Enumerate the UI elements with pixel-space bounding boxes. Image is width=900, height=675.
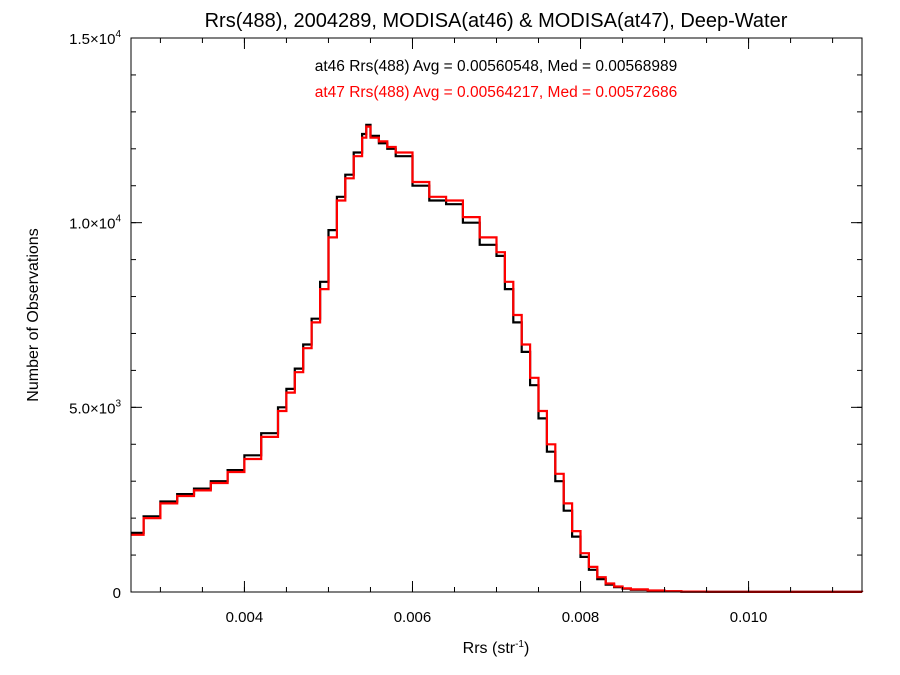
- y-tick-label-2: 1.0×104: [69, 214, 121, 233]
- y-axis-label: Number of Observations: [25, 228, 42, 401]
- x-axis-label: Rrs (str-1): [463, 639, 530, 657]
- x-tick-label-3: 0.010: [730, 609, 768, 626]
- series-1-line: [131, 125, 864, 593]
- y-tick-label-1: 5.0×103: [69, 398, 121, 417]
- plot-frame: [130, 37, 863, 593]
- x-tick-label-1: 0.006: [394, 609, 432, 626]
- plot-area: 0.004 0.006 0.008 0.010 0 5.0×103 1.0×104 1.5×1…: [69, 29, 864, 626]
- y-tick-label-0: 0: [113, 585, 121, 602]
- annotation-at46: at46 Rrs(488) Avg = 0.00560548, Med = 0.…: [315, 58, 678, 75]
- x-tick-label-0: 0.004: [226, 609, 264, 626]
- series-0-line: [131, 123, 864, 593]
- x-tick-label-2: 0.008: [562, 609, 600, 626]
- annotation-at47: at47 Rrs(488) Avg = 0.00564217, Med = 0.…: [315, 84, 678, 101]
- y-tick-label-3: 1.5×104: [69, 29, 121, 48]
- chart-title: Rrs(488), 2004289, MODISA(at46) & MODISA…: [205, 10, 788, 32]
